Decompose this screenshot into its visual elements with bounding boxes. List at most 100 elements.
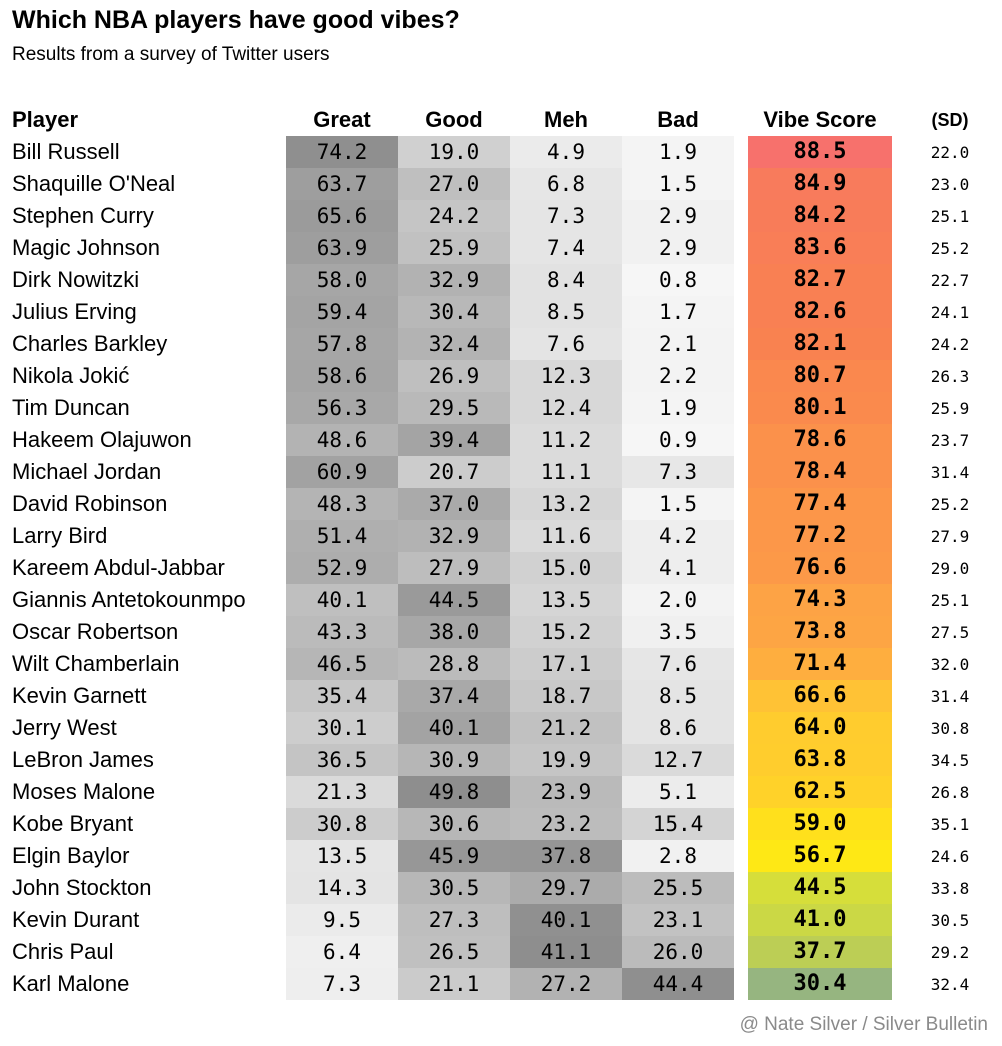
header-meh: Meh [544,107,588,132]
cell-great: 35.4 [286,680,398,712]
cell-vibe-score: 77.2 [748,520,892,552]
cell-sd: 22.0 [930,143,970,162]
cell-bad: 15.4 [622,808,734,840]
cell-meh: 11.6 [510,520,622,552]
player-name: LeBron James [12,747,154,772]
cell-vibe-score: 74.3 [748,584,892,616]
cell-good: 40.1 [398,712,510,744]
cell-vibe-score: 44.5 [748,872,892,904]
cell-great: 43.3 [286,616,398,648]
cell-good: 30.4 [398,296,510,328]
cell-good: 27.9 [398,552,510,584]
cell-meh: 7.4 [510,232,622,264]
cell-great: 13.5 [286,840,398,872]
cell-great: 30.1 [286,712,398,744]
cell-good: 21.1 [398,968,510,1000]
cell-great: 46.5 [286,648,398,680]
cell-vibe-score: 84.2 [748,200,892,232]
cell-meh: 8.5 [510,296,622,328]
cell-good: 37.0 [398,488,510,520]
cell-meh: 12.3 [510,360,622,392]
cell-great: 30.8 [286,808,398,840]
player-name: Larry Bird [12,523,108,548]
cell-good: 38.0 [398,616,510,648]
cell-great: 6.4 [286,936,398,968]
cell-great: 63.9 [286,232,398,264]
cell-great: 59.4 [286,296,398,328]
table-row: Kobe Bryant 30.8 30.6 23.2 15.4 59.0 35.1 [0,808,1002,840]
cell-good: 49.8 [398,776,510,808]
cell-meh: 27.2 [510,968,622,1000]
player-name: Moses Malone [12,779,156,804]
cell-bad: 2.0 [622,584,734,616]
cell-vibe-score: 63.8 [748,744,892,776]
cell-sd: 29.2 [930,943,970,962]
player-name: Michael Jordan [12,459,162,484]
cell-meh: 21.2 [510,712,622,744]
cell-good: 45.9 [398,840,510,872]
cell-great: 63.7 [286,168,398,200]
cell-meh: 12.4 [510,392,622,424]
player-name: Oscar Robertson [12,619,179,644]
cell-bad: 1.9 [622,392,734,424]
cell-bad: 4.2 [622,520,734,552]
player-name: David Robinson [12,491,168,516]
player-name: Karl Malone [12,971,130,996]
cell-meh: 7.6 [510,328,622,360]
cell-good: 32.4 [398,328,510,360]
cell-sd: 25.2 [930,239,970,258]
table-row: Chris Paul 6.4 26.5 41.1 26.0 37.7 29.2 [0,936,1002,968]
cell-great: 40.1 [286,584,398,616]
cell-vibe-score: 78.6 [748,424,892,456]
cell-bad: 8.5 [622,680,734,712]
cell-good: 25.9 [398,232,510,264]
cell-sd: 29.0 [930,559,970,578]
cell-meh: 13.5 [510,584,622,616]
cell-bad: 1.7 [622,296,734,328]
credit-line: @ Nate Silver / Silver Bulletin [739,1014,988,1035]
cell-meh: 15.2 [510,616,622,648]
table-row: Charles Barkley 57.8 32.4 7.6 2.1 82.1 24.2 [0,328,1002,360]
cell-great: 60.9 [286,456,398,488]
cell-meh: 41.1 [510,936,622,968]
cell-vibe-score: 30.4 [748,968,892,1000]
player-name: Chris Paul [12,939,114,964]
cell-sd: 34.5 [930,751,970,770]
player-name: Kevin Garnett [12,683,147,708]
cell-vibe-score: 37.7 [748,936,892,968]
cell-good: 26.9 [398,360,510,392]
table-row: Nikola Jokić 58.6 26.9 12.3 2.2 80.7 26.3 [0,360,1002,392]
cell-bad: 1.5 [622,488,734,520]
cell-good: 32.9 [398,520,510,552]
table-row: John Stockton 14.3 30.5 29.7 25.5 44.5 33.8 [0,872,1002,904]
table-row: Jerry West 30.1 40.1 21.2 8.6 64.0 30.8 [0,712,1002,744]
cell-sd: 30.8 [930,719,970,738]
cell-vibe-score: 84.9 [748,168,892,200]
cell-bad: 7.6 [622,648,734,680]
cell-sd: 35.1 [930,815,970,834]
cell-meh: 11.2 [510,424,622,456]
cell-great: 9.5 [286,904,398,936]
cell-good: 30.6 [398,808,510,840]
cell-vibe-score: 73.8 [748,616,892,648]
cell-vibe-score: 62.5 [748,776,892,808]
cell-vibe-score: 82.6 [748,296,892,328]
cell-great: 74.2 [286,136,398,168]
cell-bad: 26.0 [622,936,734,968]
header-player: Player [12,107,79,132]
cell-great: 7.3 [286,968,398,1000]
cell-vibe-score: 71.4 [748,648,892,680]
cell-meh: 6.8 [510,168,622,200]
cell-good: 28.8 [398,648,510,680]
header-sd: (SD) [931,110,969,130]
table-row: Tim Duncan 56.3 29.5 12.4 1.9 80.1 25.9 [0,392,1002,424]
player-name: Jerry West [12,715,117,740]
cell-vibe-score: 56.7 [748,840,892,872]
cell-sd: 25.2 [930,495,970,514]
player-name: Hakeem Olajuwon [12,427,192,452]
cell-bad: 1.9 [622,136,734,168]
player-name: Kobe Bryant [12,811,134,836]
table-row: Oscar Robertson 43.3 38.0 15.2 3.5 73.8 27.5 [0,616,1002,648]
cell-great: 21.3 [286,776,398,808]
header-great: Great [313,107,371,132]
